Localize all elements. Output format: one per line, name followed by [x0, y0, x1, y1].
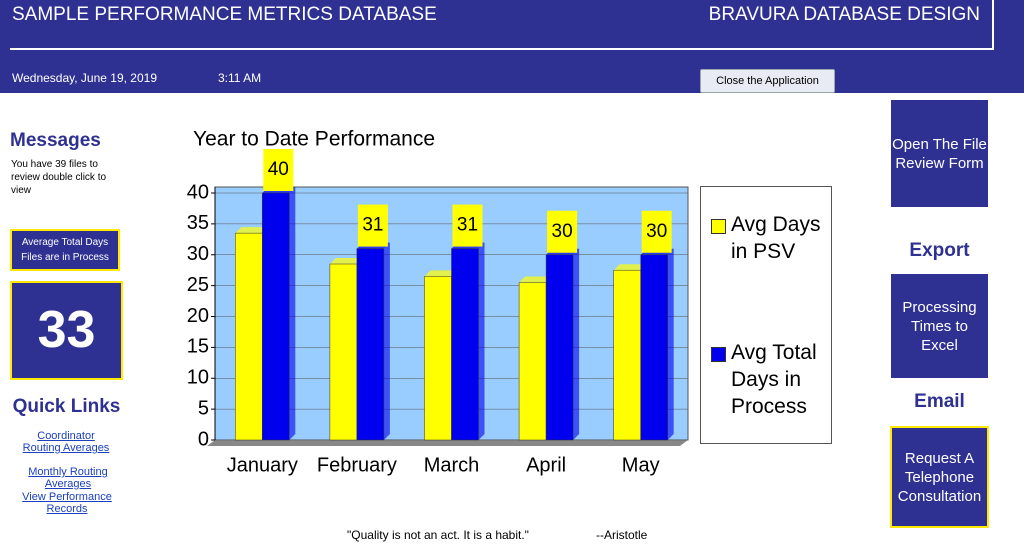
plot-floor: [207, 440, 688, 446]
bar: [356, 248, 385, 441]
chart: Year to Date Performance 0 5 10 15 20 25 30 35 4…: [187, 128, 689, 476]
quick-link[interactable]: Monthly Routing Averages: [28, 466, 108, 490]
date: Wednesday, June 19, 2019: [12, 71, 157, 85]
app-title: SAMPLE PERFORMANCE METRICS DATABASE: [12, 4, 437, 25]
header-bar: [0, 0, 1024, 93]
quote: "Quality is not an act. It is a habit.": [347, 528, 529, 542]
data-label-bg: [547, 210, 578, 253]
bar-top: [519, 276, 553, 283]
x-tick-label: May: [622, 454, 660, 476]
email-heading: Email: [914, 391, 965, 412]
quick-links-heading: Quick Links: [12, 396, 121, 417]
chart-title: Year to Date Performance: [193, 128, 435, 151]
bar-side: [383, 242, 390, 440]
legend-swatch: [711, 347, 726, 362]
data-label: 31: [457, 215, 478, 236]
legend-label: Avg Days in PSV: [731, 213, 821, 263]
bar: [613, 269, 641, 441]
legend: Avg Days in PSV Avg Total Days in Process: [700, 186, 832, 444]
bar-top: [329, 258, 363, 265]
messages-text[interactable]: You have 39 files to review double click…: [11, 159, 107, 196]
close-button[interactable]: Close the Application: [700, 69, 835, 93]
open-form-button[interactable]: Open The File Review Form: [891, 100, 988, 207]
y-tick-label: 35: [187, 212, 209, 234]
bar-side: [573, 248, 580, 440]
y-tick-label: 5: [198, 397, 209, 419]
data-label: 40: [268, 159, 289, 180]
data-label-bg: [263, 149, 294, 191]
legend-label: Avg Total Days in Process: [731, 341, 817, 418]
bar-top: [613, 264, 647, 271]
quick-link[interactable]: Coordinator Routing Averages: [22, 430, 110, 454]
legend-entry: Avg Total Days in Process: [711, 339, 823, 420]
email-button[interactable]: Request A Telephone Consultation: [890, 426, 989, 528]
stat-label: Average Total Days Files are in Process: [10, 229, 120, 271]
time: 3:11 AM: [218, 71, 262, 85]
bar: [329, 263, 358, 441]
stat-value: 33: [10, 281, 123, 380]
x-tick-label: April: [526, 454, 566, 476]
bar: [545, 254, 574, 441]
x-tick-label: March: [424, 454, 480, 476]
bar: [640, 254, 668, 441]
bar-side: [478, 242, 485, 440]
legend-entry: Avg Days in PSV: [711, 211, 823, 265]
bar: [262, 192, 290, 441]
x-tick-label: January: [227, 454, 298, 476]
y-tick-label: 10: [187, 367, 209, 389]
data-label: 30: [646, 221, 667, 242]
brand: BRAVURA DATABASE DESIGN: [708, 4, 980, 25]
data-label-bg: [357, 204, 388, 247]
export-heading: Export: [909, 240, 970, 261]
bar-top: [235, 227, 269, 234]
y-tick-label: 15: [187, 336, 209, 358]
bar-top: [424, 270, 458, 277]
data-label-bg: [641, 210, 672, 253]
data-label-bg: [452, 204, 483, 247]
messages-heading: Messages: [10, 130, 101, 151]
y-tick-label: 0: [198, 428, 209, 450]
y-tick-label: 25: [187, 274, 209, 296]
export-button[interactable]: Processing Times to Excel: [891, 274, 988, 378]
bar: [235, 232, 263, 441]
data-label: 30: [552, 221, 573, 242]
bar-side: [289, 187, 296, 440]
y-tick-label: 40: [187, 181, 209, 203]
y-tick-label: 30: [187, 243, 209, 265]
header-frame: [10, 0, 994, 50]
quick-link[interactable]: View Performance Records: [22, 491, 112, 515]
quote-author: --Aristotle: [596, 528, 648, 542]
legend-swatch: [711, 219, 726, 234]
bar: [424, 276, 452, 441]
x-tick-label: February: [317, 454, 397, 476]
bar: [451, 248, 479, 441]
y-tick-label: 20: [187, 305, 209, 327]
bar-side: [667, 248, 674, 440]
data-label: 31: [362, 215, 383, 236]
bar: [518, 282, 547, 441]
